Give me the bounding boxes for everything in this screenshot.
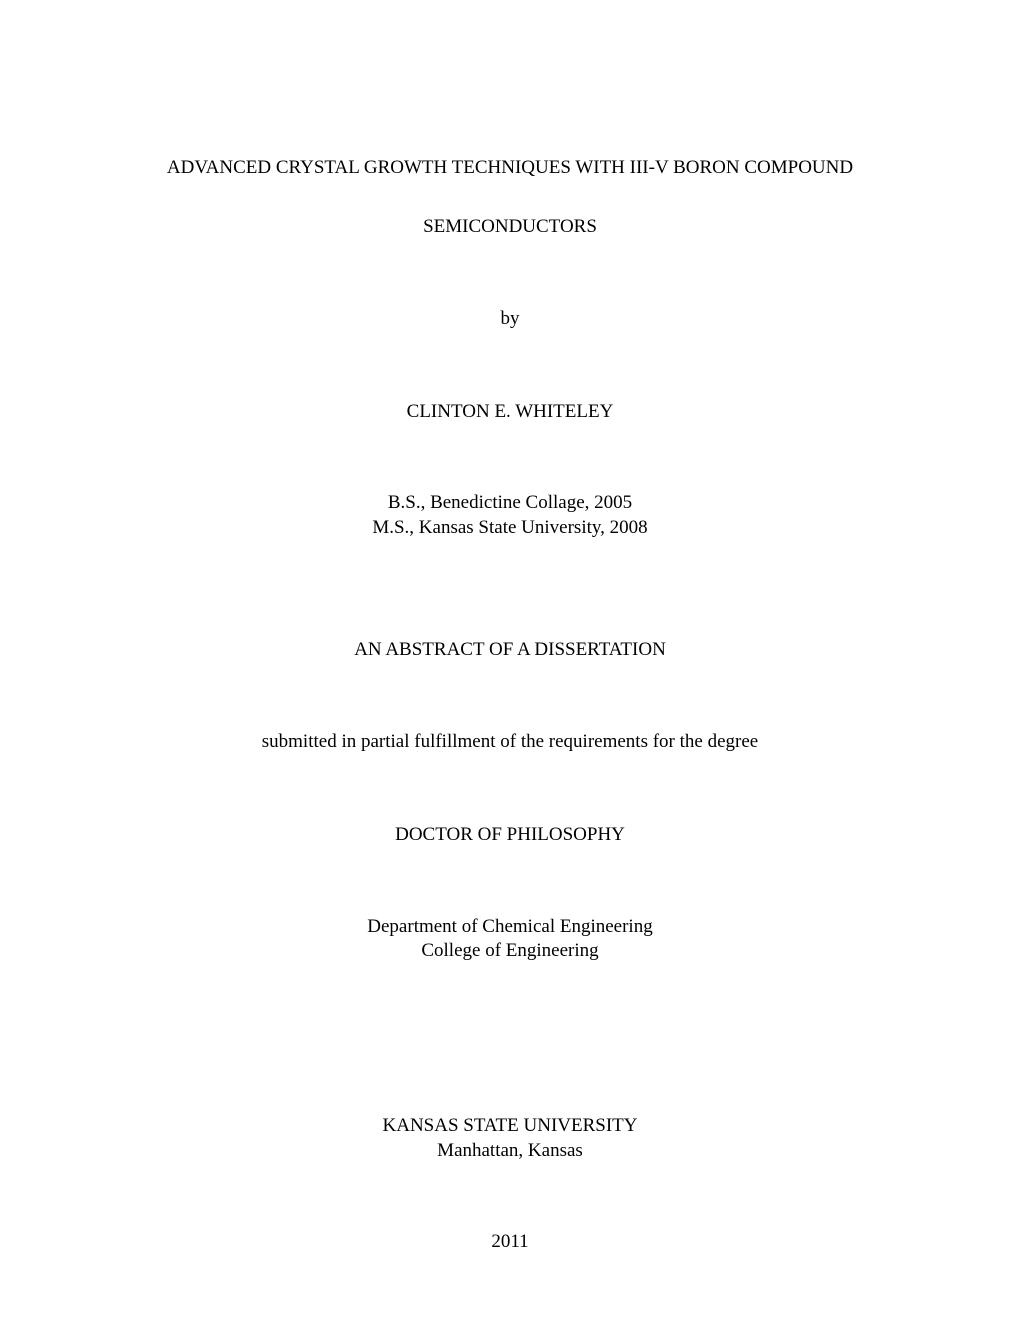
prior-degrees: B.S., Benedictine Collage, 2005 M.S., Ka…	[120, 491, 900, 540]
dissertation-title-page: ADVANCED CRYSTAL GROWTH TECHNIQUES WITH …	[120, 155, 900, 1256]
degree-ms: M.S., Kansas State University, 2008	[120, 516, 900, 541]
title-line-2: SEMICONDUCTORS	[120, 214, 900, 241]
university-location: Manhattan, Kansas	[120, 1139, 900, 1164]
year: 2011	[120, 1229, 900, 1256]
author-name: CLINTON E. WHITELEY	[120, 399, 900, 426]
by-label: by	[120, 306, 900, 333]
title-line-1: ADVANCED CRYSTAL GROWTH TECHNIQUES WITH …	[120, 155, 900, 182]
degree-bs: B.S., Benedictine Collage, 2005	[120, 491, 900, 516]
abstract-heading: AN ABSTRACT OF A DISSERTATION	[120, 637, 900, 664]
college-name: College of Engineering	[120, 939, 900, 964]
doctor-degree: DOCTOR OF PHILOSOPHY	[120, 822, 900, 849]
university-block: KANSAS STATE UNIVERSITY Manhattan, Kansa…	[120, 1114, 900, 1163]
department-name: Department of Chemical Engineering	[120, 915, 900, 940]
department-block: Department of Chemical Engineering Colle…	[120, 915, 900, 964]
fulfillment-text: submitted in partial fulfillment of the …	[120, 729, 900, 756]
university-name: KANSAS STATE UNIVERSITY	[120, 1114, 900, 1139]
